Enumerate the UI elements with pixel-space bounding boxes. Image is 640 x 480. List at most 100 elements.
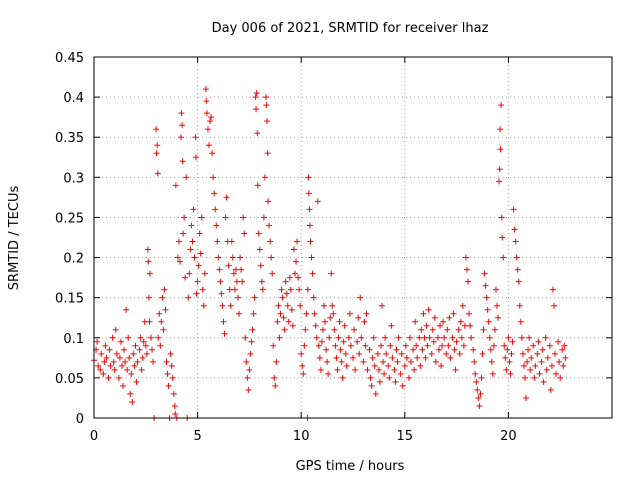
data-point (275, 302, 282, 309)
data-point (218, 290, 225, 297)
data-point (439, 342, 446, 349)
data-point (496, 166, 503, 173)
data-point (497, 126, 504, 133)
data-point (411, 366, 418, 373)
data-point (266, 222, 273, 229)
data-point (295, 274, 302, 281)
data-point (562, 354, 569, 361)
data-point (278, 286, 285, 293)
data-point (410, 346, 417, 353)
chart-title: Day 006 of 2021, SRMTID for receiver lha… (212, 21, 489, 36)
data-point (352, 366, 359, 373)
data-point (215, 254, 222, 261)
data-point (523, 394, 530, 401)
data-point (424, 342, 431, 349)
data-point (478, 374, 485, 381)
data-point (204, 126, 211, 133)
data-point (130, 350, 137, 357)
data-point (356, 350, 363, 357)
data-point (503, 366, 510, 373)
data-point (486, 334, 493, 341)
data-point (336, 318, 343, 325)
data-point (383, 350, 390, 357)
data-point (381, 370, 388, 377)
data-point (115, 374, 122, 381)
data-point (497, 146, 504, 153)
data-point (513, 254, 520, 261)
data-point (402, 342, 409, 349)
data-point (289, 322, 296, 329)
data-point (325, 370, 332, 377)
data-point (179, 158, 186, 165)
data-point (143, 350, 150, 357)
data-point (220, 318, 227, 325)
data-point (189, 238, 196, 245)
data-point (277, 310, 284, 317)
data-point (269, 270, 276, 277)
data-point (557, 374, 564, 381)
data-point (492, 286, 499, 293)
data-point (193, 290, 200, 297)
data-point (368, 382, 375, 389)
points-layer (91, 86, 569, 421)
data-point (322, 318, 329, 325)
data-point (190, 206, 197, 213)
data-point (225, 262, 232, 269)
data-point (496, 178, 503, 185)
data-point (380, 358, 387, 365)
data-point (228, 238, 235, 245)
data-point (279, 294, 286, 301)
data-point (169, 374, 176, 381)
x-tick-label: 10 (293, 429, 310, 444)
data-point (308, 254, 315, 261)
data-point (250, 310, 257, 317)
data-point (107, 362, 114, 369)
data-point (357, 294, 364, 301)
data-point (330, 310, 337, 317)
data-point (413, 342, 420, 349)
data-point (502, 354, 509, 361)
data-point (259, 286, 266, 293)
data-point (172, 410, 179, 417)
data-point (420, 310, 427, 317)
data-point (223, 194, 230, 201)
data-point (192, 134, 199, 141)
data-point (296, 286, 303, 293)
data-point (232, 266, 239, 273)
data-point (219, 302, 226, 309)
data-point (441, 334, 448, 341)
data-point (153, 126, 160, 133)
data-point (162, 306, 169, 313)
data-point (535, 338, 542, 345)
data-point (222, 214, 229, 221)
data-point (188, 222, 195, 229)
data-point (549, 286, 556, 293)
data-point (244, 374, 251, 381)
data-point (362, 342, 369, 349)
data-point (528, 354, 535, 361)
data-point (376, 378, 383, 385)
data-point (263, 102, 270, 109)
data-point (526, 334, 533, 341)
data-point (517, 318, 524, 325)
data-point (552, 350, 559, 357)
data-point (397, 370, 404, 377)
data-point (408, 358, 415, 365)
data-point (273, 358, 280, 365)
data-point (256, 246, 263, 253)
data-point (507, 370, 514, 377)
data-point (462, 254, 469, 261)
data-point (540, 378, 547, 385)
data-point (142, 342, 149, 349)
data-point (147, 334, 154, 341)
data-point (290, 246, 297, 253)
data-point (524, 358, 531, 365)
data-point (463, 266, 470, 273)
data-point (233, 278, 240, 285)
data-point (201, 270, 208, 277)
data-point (126, 354, 133, 361)
data-point (293, 258, 300, 265)
data-point (203, 110, 210, 117)
data-point (310, 294, 317, 301)
data-point (145, 258, 152, 265)
